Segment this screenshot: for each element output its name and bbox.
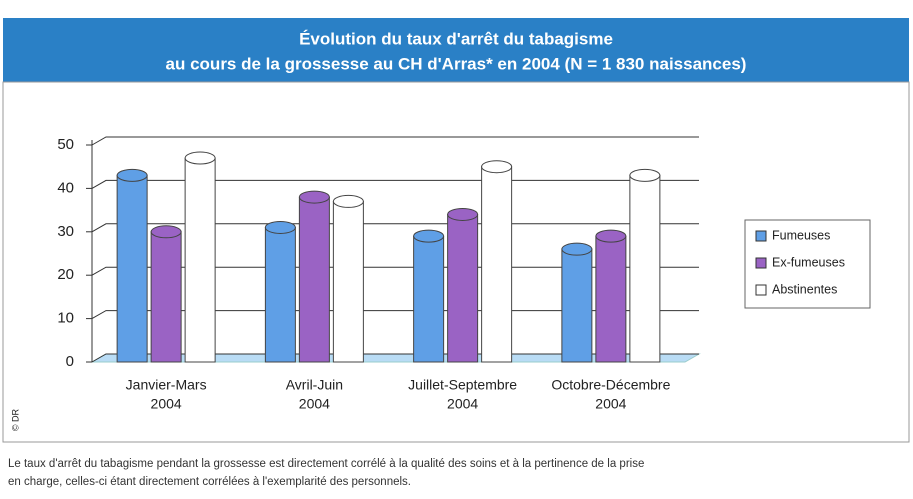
- bar-top: [629, 168, 661, 182]
- x-tick-label: Octobre-Décembre: [551, 377, 670, 393]
- bar-top: [561, 242, 593, 256]
- y-tick-label: 20: [57, 266, 74, 283]
- x-tick-label: 2004: [447, 396, 478, 412]
- y-tick-label: 30: [57, 223, 74, 240]
- bar-top: [413, 229, 445, 243]
- bar-top: [298, 190, 330, 204]
- bar: [629, 174, 661, 363]
- legend-label: Abstinentes: [772, 282, 837, 296]
- legend-label: Ex-fumeuses: [772, 255, 845, 269]
- x-tick-label: 2004: [299, 396, 330, 412]
- bar: [298, 196, 330, 363]
- caption: en charge, celles-ci étant directement c…: [8, 476, 411, 488]
- bar: [481, 166, 513, 363]
- grid-line: [91, 136, 699, 146]
- x-tick-label: 2004: [595, 396, 626, 412]
- x-tick-label: Janvier-Mars: [126, 377, 207, 393]
- chart-title: au cours de la grossesse au CH d'Arras* …: [166, 54, 747, 73]
- bar-top: [332, 194, 364, 208]
- legend-swatch: [755, 230, 767, 242]
- y-tick-label: 50: [57, 136, 74, 153]
- bar-top: [447, 207, 479, 221]
- bar-top: [481, 160, 513, 174]
- y-tick-label: 10: [57, 310, 74, 327]
- x-tick-label: Juillet-Septembre: [408, 377, 517, 393]
- title-banner: [3, 18, 909, 82]
- bar-top: [150, 225, 182, 239]
- legend-swatch: [755, 257, 767, 269]
- x-tick-label: 2004: [151, 396, 182, 412]
- bar: [447, 213, 479, 363]
- bar-top: [264, 220, 296, 234]
- legend-label: Fumeuses: [772, 228, 830, 242]
- bar: [595, 235, 627, 363]
- bar: [184, 157, 216, 363]
- chart-title: Évolution du taux d'arrêt du tabagisme: [299, 29, 613, 48]
- bar: [150, 231, 182, 363]
- y-tick-label: 40: [57, 179, 74, 196]
- x-tick-label: Avril-Juin: [286, 377, 343, 393]
- bar-top: [184, 151, 216, 165]
- bar-top: [116, 168, 148, 182]
- bar: [116, 174, 148, 363]
- caption: Le taux d'arrêt du tabagisme pendant la …: [8, 458, 644, 470]
- bar-top: [595, 229, 627, 243]
- y-tick-label: 0: [66, 353, 74, 370]
- bar: [561, 248, 593, 363]
- bar: [264, 226, 296, 363]
- bar: [332, 200, 364, 363]
- legend-swatch: [755, 284, 767, 296]
- credit: © DR: [10, 408, 20, 431]
- bar: [413, 235, 445, 363]
